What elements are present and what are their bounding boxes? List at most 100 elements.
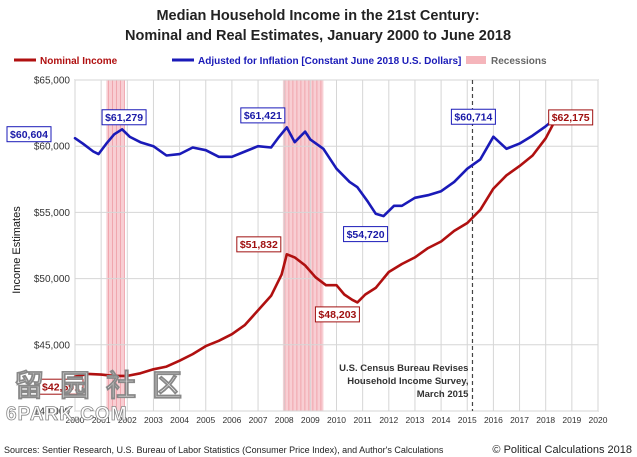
x-tick-label: 2020 [589,415,608,425]
x-tick-label: 2010 [327,415,346,425]
series-point [505,147,508,150]
series-point [309,138,312,141]
series-point [204,345,207,348]
series-point [348,181,351,183]
watermark-english: 6PARK.COM [6,404,128,425]
x-tick-label: 2005 [196,415,215,425]
x-tick-label: 2017 [510,415,529,425]
series-point [505,174,508,177]
x-tick-label: 2018 [536,415,555,425]
value-label: $60,604 [10,129,48,141]
value-label: $62,175 [552,112,590,124]
series-point [139,141,142,144]
series-point [270,146,273,149]
y-tick-label: $55,000 [34,208,71,219]
value-label: $48,203 [318,309,356,321]
series-point [440,240,442,243]
series-point [270,294,273,297]
legend-nominal-label: Nominal Income [40,56,118,67]
value-label-box [236,236,282,253]
series-point [165,365,168,368]
chart-title-line2: Nominal and Real Estimates, January 2000… [125,28,511,44]
x-tick-label: 2002 [118,415,137,425]
series-point [113,133,116,136]
y-tick-label: $40,000 [34,407,71,418]
x-tick-label: 2000 [66,415,85,425]
value-label: $42,591 [42,381,80,393]
series-point [414,256,416,259]
series-point [304,130,307,133]
series-point [129,136,131,138]
series-point [87,373,89,375]
series-point [382,215,385,218]
x-tick-label: 2015 [458,415,477,425]
x-tick-label: 2014 [432,415,451,425]
series-point [492,187,495,190]
x-tick-label: 2012 [379,415,398,425]
series-point [518,142,521,145]
series-point [479,158,482,161]
series-point [466,222,469,224]
series-point [544,125,547,128]
series-point [244,150,246,153]
legend-recessions-label: Recessions [491,56,547,67]
series-point [427,194,429,197]
nominal-income-line [73,116,558,378]
series-point [544,137,547,140]
series-point [325,284,327,287]
series-point [105,142,108,145]
series-point [314,276,317,279]
series-point [231,333,233,336]
series-point [374,286,377,289]
y-tick-label: $65,000 [34,76,71,87]
value-label-box [240,107,286,124]
value-label: $61,421 [244,110,282,122]
series-point [152,368,155,371]
series-point [293,256,296,259]
value-label-box [343,226,389,243]
series-point [453,230,456,232]
series-point [257,145,259,148]
series-point [178,153,181,156]
plot-area: $40,000 $45,000 $50,000 $55,000 $60,000 $65,0… [6,76,608,425]
series-point [335,284,338,287]
series-point [440,190,442,193]
series-point [364,293,367,296]
legend-inflation-label: Adjusted for Inflation [Constant June 20… [198,56,461,67]
footer-sources: Sources: Sentier Research, U.S. Bureau o… [4,445,444,455]
series-point [335,167,338,170]
series-point [492,135,495,138]
series-point [293,141,296,144]
series-point [427,247,429,250]
series-point [343,293,346,296]
series-point [74,375,76,378]
series-point [191,353,194,355]
x-tick-label: 2019 [562,415,581,425]
value-label-box [450,108,496,125]
series-point [97,153,100,156]
series-point [518,165,521,167]
series-point [356,301,359,304]
value-label: $54,720 [347,229,385,241]
value-label-box [101,109,147,126]
x-tick-label: 2011 [354,415,373,425]
series-point [191,146,194,149]
series-point [126,375,129,377]
series-point [351,298,354,301]
series-point [285,253,288,256]
series-point [531,154,534,157]
series-point [204,149,207,152]
series-point [139,372,142,375]
series-point [374,212,377,215]
series-point [100,373,103,376]
series-point [322,147,325,150]
series-point [178,359,181,362]
x-tick-label: 2008 [275,415,294,425]
value-label-box [548,109,594,126]
footer-copyright: © Political Calculations 2018 [492,444,632,456]
series-point [165,154,168,157]
series-point [92,150,95,153]
series-point [278,136,280,138]
series-point [217,155,220,158]
survey-note-line: Household Income Survey, [347,376,468,387]
